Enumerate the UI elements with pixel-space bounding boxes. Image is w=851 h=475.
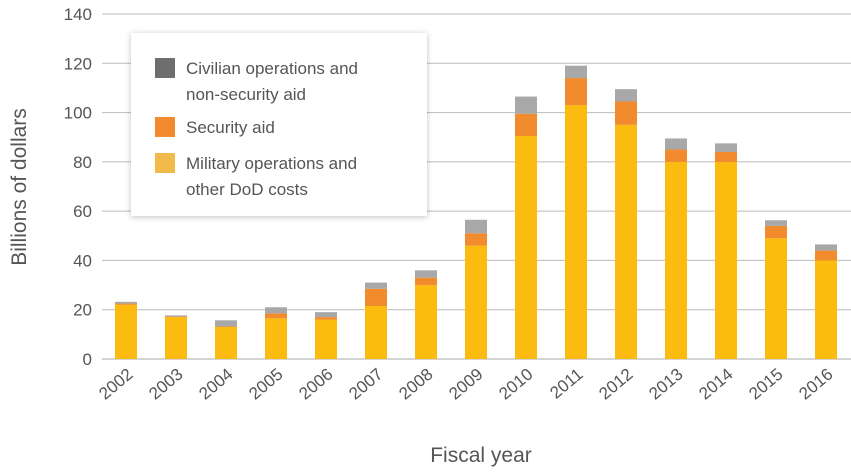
x-tick-label: 2014 [695,365,736,404]
y-tick-label: 100 [64,104,92,123]
bar-segment-2005-2 [265,307,287,314]
bar-segment-2016-1 [815,250,837,261]
bar-segment-2014-1 [715,152,737,162]
bar-segment-2013-2 [665,138,687,150]
x-tick-label: 2007 [345,365,386,404]
bar-segment-2004-0 [215,326,237,359]
legend: Civilian operations and non-security aid… [131,33,427,216]
x-tick-label: 2006 [295,365,336,404]
bar-segment-2005-0 [265,318,287,359]
bar-segment-2012-2 [615,89,637,102]
bar-segment-2016-0 [815,260,837,359]
bar-segment-2007-0 [365,306,387,359]
bar-segment-2009-0 [465,245,487,359]
bar-segment-2002-0 [115,304,137,359]
legend-label-civilian-line2: non-security aid [186,85,306,104]
bar-segment-2015-1 [765,225,787,239]
legend-item-military: Military operations and other DoD costs [155,153,357,199]
bar-segment-2011-0 [565,105,587,359]
legend-box [131,33,427,216]
x-tick-label: 2015 [745,365,786,404]
y-tick-label: 0 [83,350,92,369]
bar-segment-2006-1 [315,317,337,320]
bar-segment-2014-2 [715,143,737,152]
x-tick-label: 2004 [195,365,236,404]
x-tick-label: 2013 [645,365,686,404]
bars [115,65,837,360]
x-tick-label: 2003 [145,365,186,404]
bar-segment-2011-1 [565,78,587,106]
bar-segment-2010-1 [515,113,537,136]
bar-segment-2005-1 [265,313,287,319]
x-tick-label: 2002 [95,365,136,404]
y-tick-label: 120 [64,54,92,73]
bar-segment-2010-2 [515,96,537,114]
y-axis-title: Billions of dollars [8,108,31,266]
bar-segment-2007-1 [365,288,387,307]
x-tick-label: 2011 [546,365,586,403]
x-tick-label: 2010 [495,365,536,404]
bar-segment-2009-1 [465,233,487,246]
bar-segment-2007-2 [365,282,387,289]
bar-segment-2003-2 [165,315,187,317]
legend-item-civilian: Civilian operations and non-security aid [155,58,358,104]
bar-segment-2006-0 [315,319,337,359]
legend-label-security: Security aid [186,118,275,137]
legend-item-security: Security aid [155,117,275,137]
bar-segment-2012-1 [615,101,637,125]
bar-segment-2015-0 [765,238,787,359]
x-axis-ticks: 2002 2003 2004 2005 2006 2007 2008 2009 2010 2011… [95,365,836,404]
y-tick-label: 80 [73,153,92,172]
legend-label-military-line2: other DoD costs [186,180,308,199]
bar-segment-2003-0 [165,317,187,359]
y-axis-ticks: 0 20 40 60 80 100 120 140 [64,5,92,369]
x-tick-label: 2012 [595,365,636,404]
bar-segment-2013-1 [665,149,687,162]
bar-segment-2008-1 [415,277,437,286]
x-axis-title: Fiscal year [430,444,532,467]
bar-segment-2009-2 [465,219,487,234]
legend-swatch-civilian [155,58,175,78]
y-tick-label: 140 [64,5,92,24]
bar-segment-2004-2 [215,320,237,327]
bar-segment-2010-0 [515,135,537,359]
y-tick-label: 40 [73,251,92,270]
bar-segment-2012-0 [615,124,637,360]
bar-segment-2002-1 [115,303,137,305]
bar-segment-2006-2 [315,312,337,318]
y-tick-label: 60 [73,202,92,221]
y-tick-label: 20 [73,301,92,320]
bar-segment-2008-0 [415,285,437,359]
bar-segment-2008-2 [415,270,437,278]
legend-swatch-security [155,117,175,137]
legend-swatch-military [155,153,175,173]
legend-label-military-line1: Military operations and [186,154,357,173]
bar-segment-2015-2 [765,220,787,226]
legend-label-civilian-line1: Civilian operations and [186,59,358,78]
x-tick-label: 2005 [245,365,286,404]
bar-segment-2002-2 [115,301,137,304]
bar-segment-2013-0 [665,161,687,359]
bar-segment-2011-2 [565,65,587,79]
x-tick-label: 2009 [445,365,486,404]
x-tick-label: 2016 [795,365,836,404]
x-tick-label: 2008 [395,365,436,404]
bar-segment-2016-2 [815,244,837,251]
bar-segment-2014-0 [715,161,737,359]
